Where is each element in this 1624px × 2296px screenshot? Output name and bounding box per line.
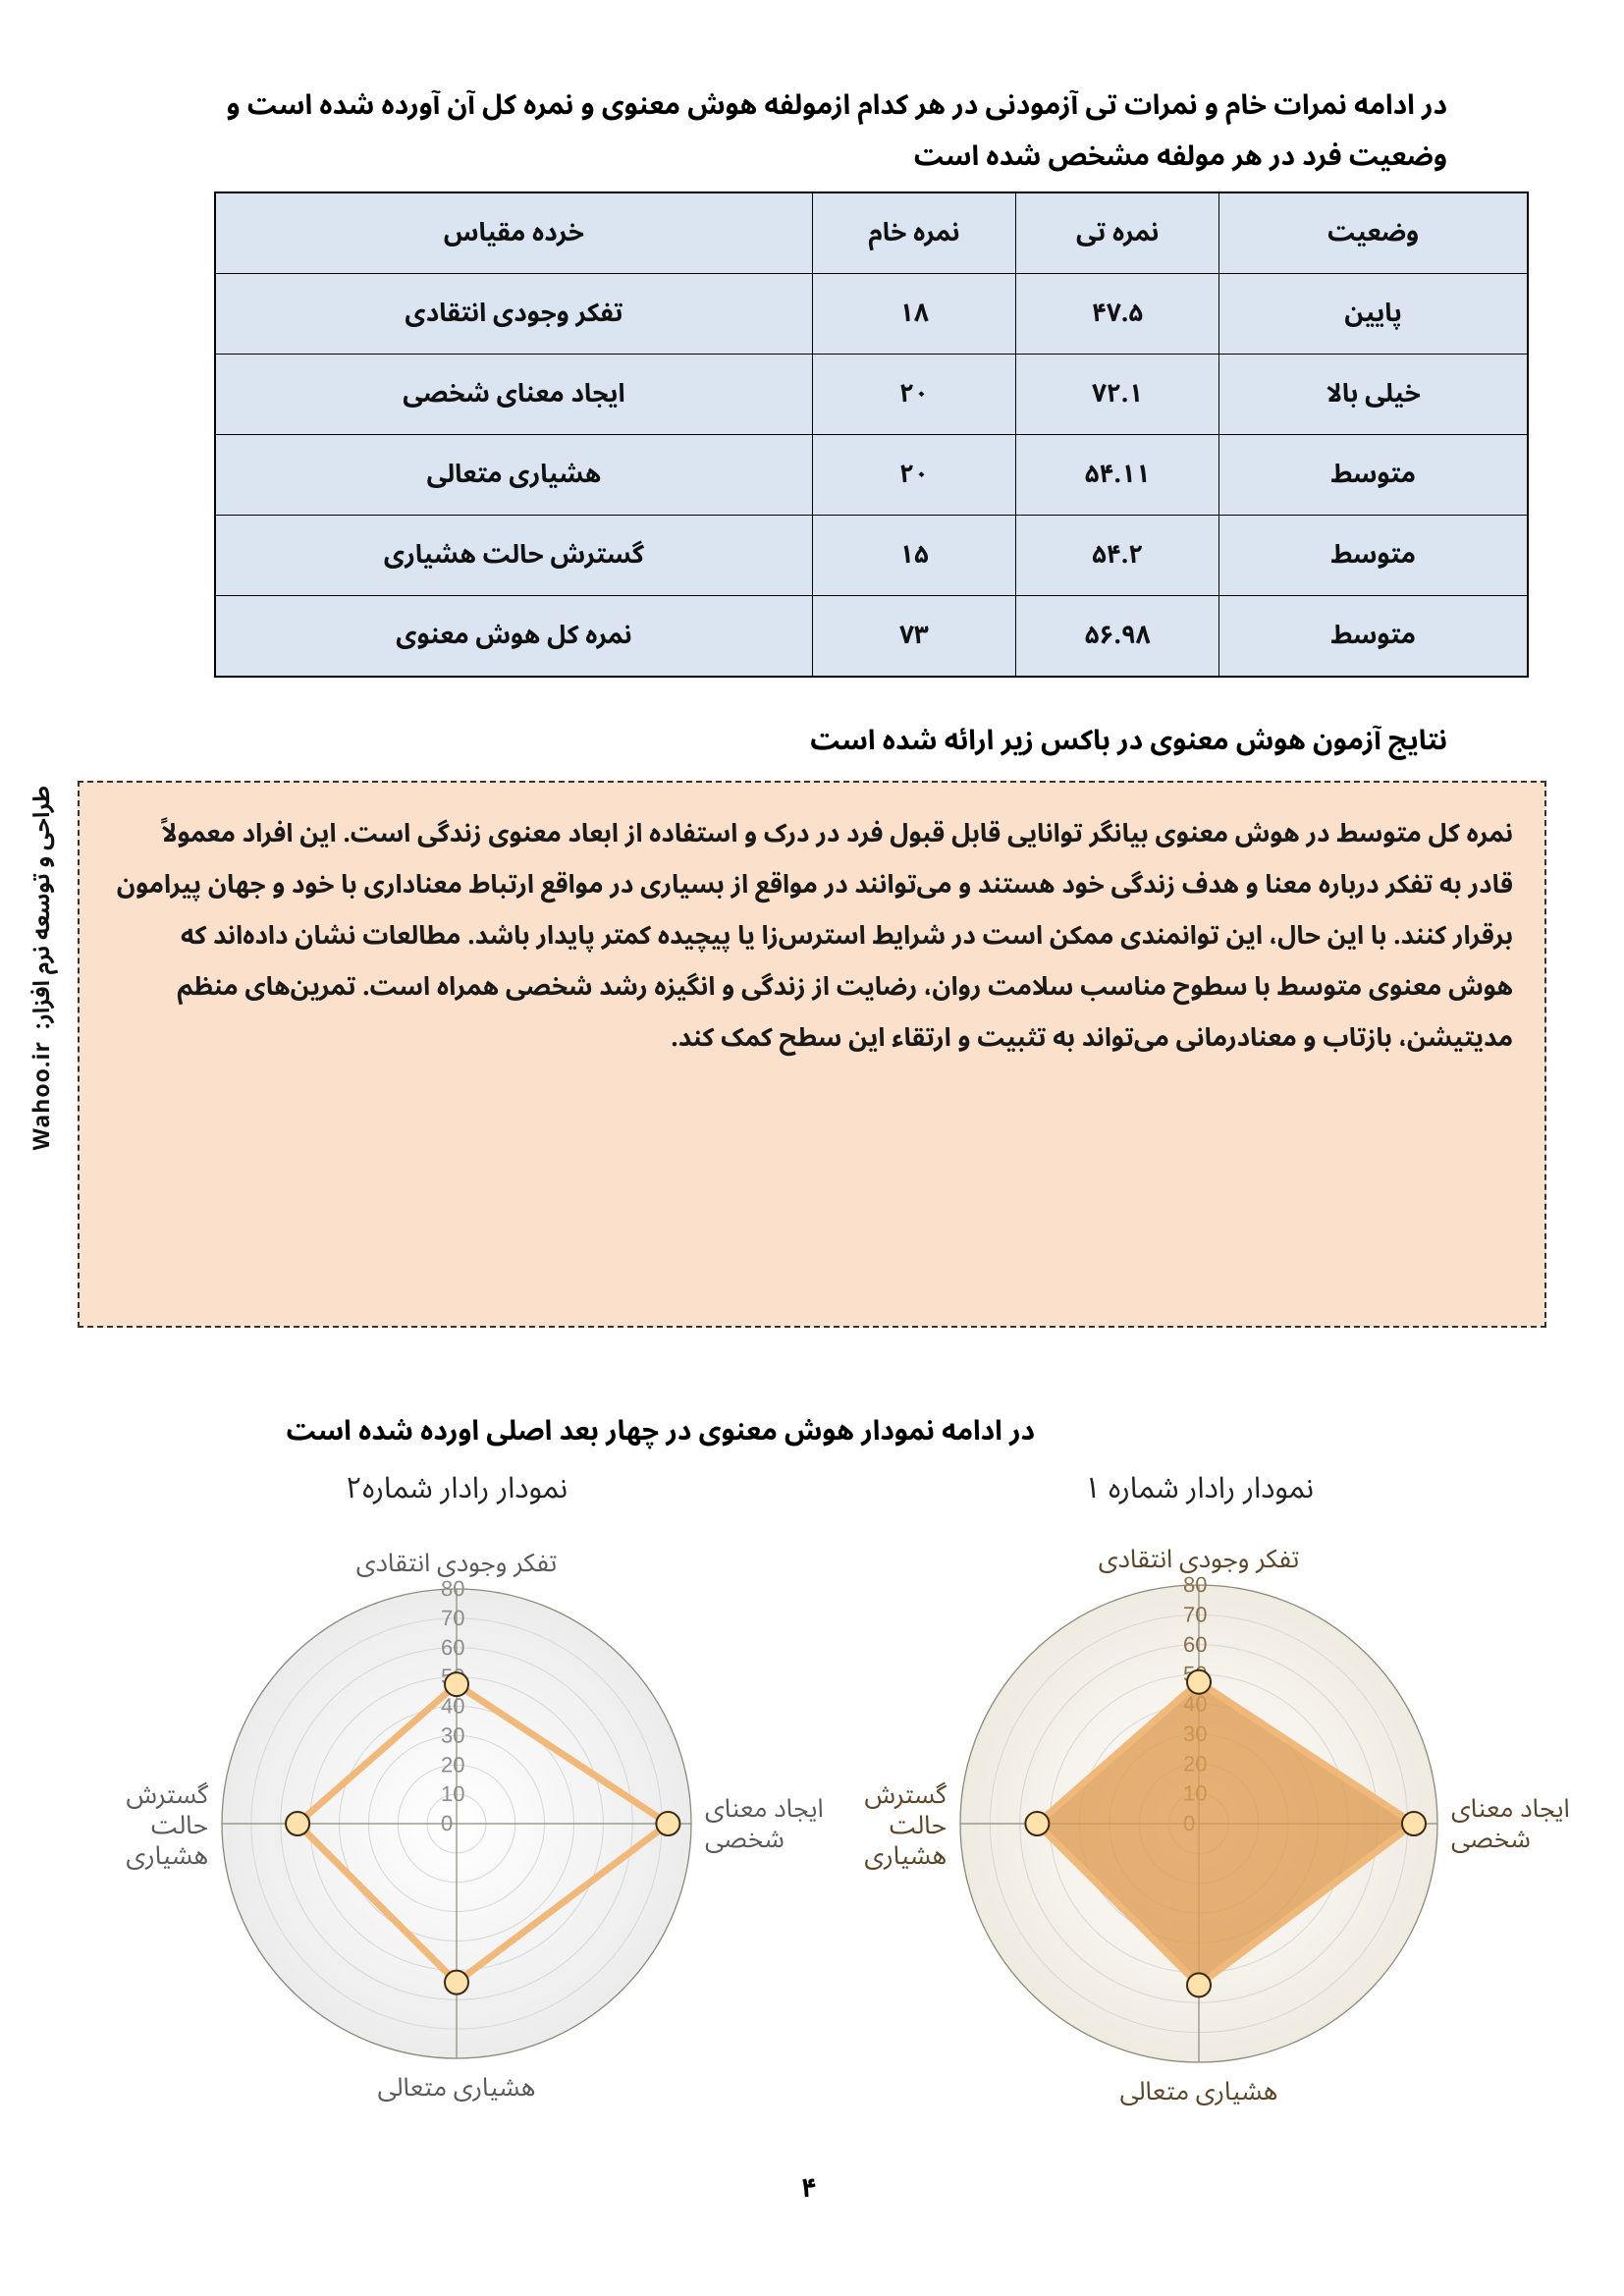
svg-text:هشیاری متعالی: هشیاری متعالی: [378, 2061, 536, 2115]
svg-text:20: 20: [441, 1752, 464, 1777]
svg-text:شخصی: شخصی: [1451, 1813, 1531, 1867]
svg-text:60: 60: [441, 1635, 464, 1660]
svg-text:هشیاری: هشیاری: [864, 1830, 947, 1884]
svg-text:0: 0: [441, 1811, 453, 1835]
svg-text:60: 60: [1183, 1632, 1207, 1657]
svg-text:نمودار رادار شماره۲: نمودار رادار شماره۲: [346, 1458, 568, 1520]
svg-text:70: 70: [441, 1606, 464, 1630]
svg-text:تفکر وجودی انتقادی: تفکر وجودی انتقادی: [1099, 1533, 1300, 1587]
svg-text:هشیاری: هشیاری: [126, 1830, 208, 1884]
svg-text:هشیاری متعالی: هشیاری متعالی: [1120, 2065, 1278, 2119]
svg-text:10: 10: [441, 1781, 464, 1806]
svg-text:تفکر وجودی انتقادی: تفکر وجودی انتقادی: [356, 1537, 558, 1591]
svg-text:شخصی: شخصی: [705, 1813, 785, 1867]
svg-text:نمودار رادار شماره ۱: نمودار رادار شماره ۱: [1084, 1458, 1314, 1520]
svg-text:30: 30: [441, 1722, 464, 1747]
svg-text:70: 70: [1183, 1602, 1207, 1626]
